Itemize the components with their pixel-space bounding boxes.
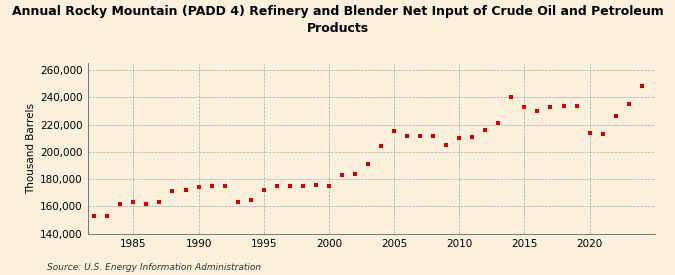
Point bbox=[259, 188, 269, 192]
Point bbox=[362, 162, 373, 166]
Point bbox=[89, 214, 100, 218]
Point bbox=[337, 173, 348, 177]
Point bbox=[350, 172, 360, 176]
Point bbox=[128, 200, 139, 205]
Point bbox=[180, 188, 191, 192]
Point bbox=[584, 131, 595, 135]
Point bbox=[532, 109, 543, 113]
Point bbox=[623, 102, 634, 106]
Point bbox=[141, 202, 152, 206]
Point bbox=[219, 184, 230, 188]
Point bbox=[571, 103, 582, 108]
Point bbox=[310, 182, 321, 187]
Point bbox=[414, 133, 425, 138]
Point bbox=[115, 202, 126, 206]
Text: Annual Rocky Mountain (PADD 4) Refinery and Blender Net Input of Crude Oil and P: Annual Rocky Mountain (PADD 4) Refinery … bbox=[11, 6, 664, 35]
Point bbox=[558, 103, 569, 108]
Point bbox=[193, 185, 204, 189]
Y-axis label: Thousand Barrels: Thousand Barrels bbox=[26, 103, 36, 194]
Point bbox=[637, 84, 647, 89]
Point bbox=[298, 184, 308, 188]
Point bbox=[206, 184, 217, 188]
Point bbox=[467, 135, 478, 139]
Point bbox=[154, 200, 165, 205]
Point bbox=[428, 133, 439, 138]
Point bbox=[323, 184, 334, 188]
Point bbox=[506, 95, 517, 100]
Point bbox=[610, 114, 621, 119]
Point bbox=[441, 143, 452, 147]
Point bbox=[519, 105, 530, 109]
Point bbox=[232, 200, 243, 205]
Point bbox=[493, 121, 504, 125]
Point bbox=[271, 184, 282, 188]
Point bbox=[375, 144, 386, 149]
Point bbox=[454, 136, 464, 141]
Point bbox=[284, 184, 295, 188]
Text: Source: U.S. Energy Information Administration: Source: U.S. Energy Information Administ… bbox=[47, 263, 261, 272]
Point bbox=[597, 132, 608, 136]
Point bbox=[389, 129, 400, 134]
Point bbox=[76, 211, 86, 216]
Point bbox=[102, 214, 113, 218]
Point bbox=[245, 197, 256, 202]
Point bbox=[167, 189, 178, 194]
Point bbox=[480, 128, 491, 132]
Point bbox=[545, 105, 556, 109]
Point bbox=[402, 133, 412, 138]
